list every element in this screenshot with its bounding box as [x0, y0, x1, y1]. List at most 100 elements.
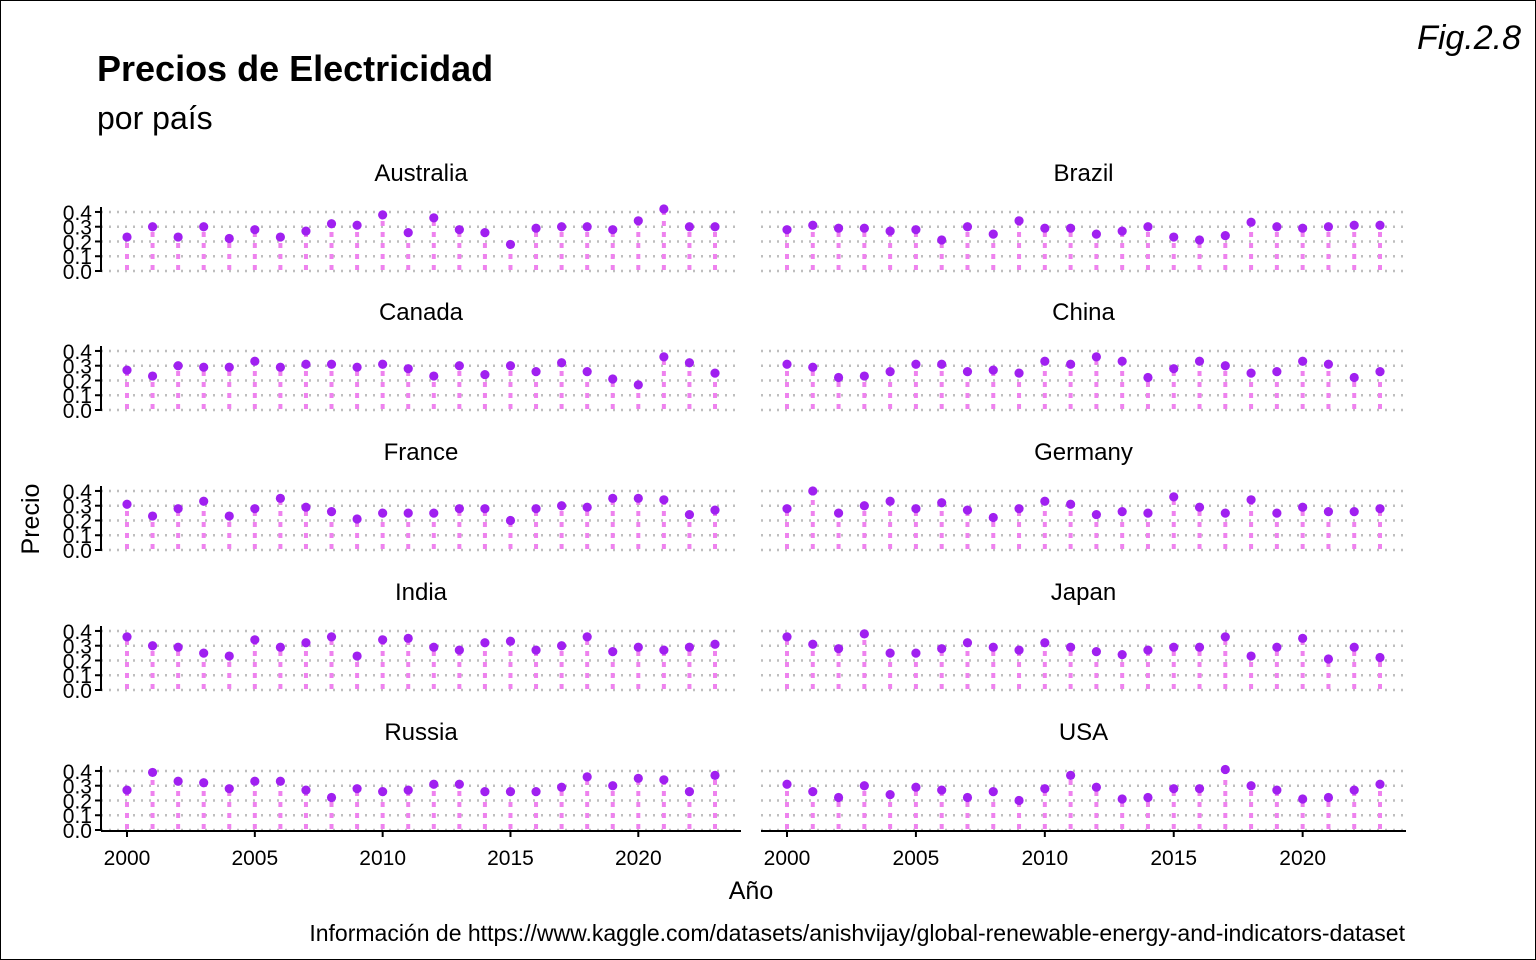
data-point [1014, 216, 1024, 226]
x-tick-label: 2000 [104, 847, 151, 870]
facet-strip-label: Germany [1034, 439, 1133, 466]
data-point [937, 498, 947, 508]
data-point [1169, 232, 1179, 242]
chart-subtitle: por país [97, 100, 213, 136]
data-point [429, 213, 439, 223]
data-point [557, 501, 567, 511]
data-point [199, 362, 209, 372]
data-point [531, 787, 541, 797]
data-point [1246, 651, 1256, 661]
data-point [962, 638, 973, 648]
y-tick-label: 0.3 [63, 636, 92, 659]
data-point [1040, 784, 1050, 794]
data-point [911, 504, 921, 514]
data-point [833, 644, 844, 654]
data-point [1040, 496, 1050, 506]
data-point [173, 232, 183, 242]
y-tick-label: 0.4 [63, 202, 93, 225]
data-point [275, 232, 285, 242]
data-point [1349, 372, 1359, 383]
data-point [582, 632, 592, 642]
data-point [1040, 223, 1050, 233]
data-point [199, 222, 209, 232]
data-point [301, 359, 311, 369]
data-point [352, 220, 362, 230]
data-point [224, 784, 234, 794]
data-point [911, 359, 921, 369]
x-tick-label: 2010 [1021, 847, 1068, 870]
data-point [275, 493, 285, 503]
data-point [1272, 508, 1282, 518]
data-point [1298, 223, 1308, 233]
data-point [224, 651, 234, 661]
data-point [1375, 367, 1385, 377]
data-point [1323, 792, 1334, 803]
data-point [582, 502, 592, 512]
data-point [608, 647, 618, 657]
data-point [480, 369, 490, 380]
data-point [608, 493, 618, 503]
data-point [326, 632, 337, 642]
data-point [326, 219, 337, 229]
data-point [808, 787, 818, 797]
data-point [885, 496, 895, 506]
data-point [962, 792, 973, 803]
data-point [859, 629, 869, 639]
data-point [808, 220, 818, 230]
y-tick-label: 0.0 [63, 261, 92, 284]
data-point [301, 638, 311, 648]
y-tick-label: 0.2 [63, 790, 92, 813]
data-point [122, 232, 132, 242]
data-point [147, 222, 158, 232]
data-point [454, 779, 464, 789]
data-point [224, 233, 234, 244]
y-tick-label: 0.1 [63, 525, 92, 548]
data-point [301, 226, 311, 236]
data-point [633, 380, 643, 390]
data-point [633, 493, 643, 503]
data-point [1246, 781, 1256, 791]
y-tick-label: 0.3 [63, 217, 92, 240]
data-point [1040, 356, 1050, 366]
data-point [429, 508, 439, 518]
data-point [1298, 794, 1308, 804]
data-point [1246, 495, 1256, 505]
data-point [1091, 352, 1101, 362]
facet-panels: Australia0.00.10.20.30.4BrazilCanada0.00… [63, 160, 1406, 870]
data-point [1220, 508, 1230, 518]
data-point [808, 639, 818, 649]
data-point [275, 642, 285, 652]
data-point [885, 789, 895, 800]
facet-panel-russia: Russia 0.00.10.20.30.4 2000 2005 2010 2015 202… [63, 719, 741, 870]
data-point [147, 767, 158, 778]
data-point [378, 635, 388, 645]
data-point [1194, 235, 1205, 245]
data-point [833, 508, 844, 518]
data-point [684, 509, 695, 520]
data-point [557, 782, 567, 792]
facet-strip-label: Brazil [1053, 160, 1113, 187]
data-point [378, 787, 388, 797]
data-point [1143, 222, 1153, 232]
data-point [937, 359, 947, 369]
data-point [1143, 645, 1153, 655]
data-point [911, 225, 921, 235]
facet-strip-label: Canada [379, 299, 464, 326]
facet-strip-label: China [1052, 299, 1115, 326]
data-point [1169, 492, 1179, 502]
data-point [1066, 499, 1076, 509]
data-point [1169, 784, 1179, 794]
facet-panel-canada: Canada 0.00.10.20.30.4 [63, 299, 741, 423]
x-tick-label: 2005 [893, 847, 940, 870]
data-point [1349, 785, 1359, 795]
data-point [808, 486, 818, 496]
y-tick-label: 0.2 [63, 370, 92, 393]
data-point [684, 358, 695, 368]
data-point [1220, 230, 1230, 241]
data-point [608, 374, 618, 384]
data-point [1298, 356, 1308, 366]
y-tick-label: 0.3 [63, 496, 92, 519]
data-point [911, 782, 921, 792]
data-point [352, 362, 362, 372]
